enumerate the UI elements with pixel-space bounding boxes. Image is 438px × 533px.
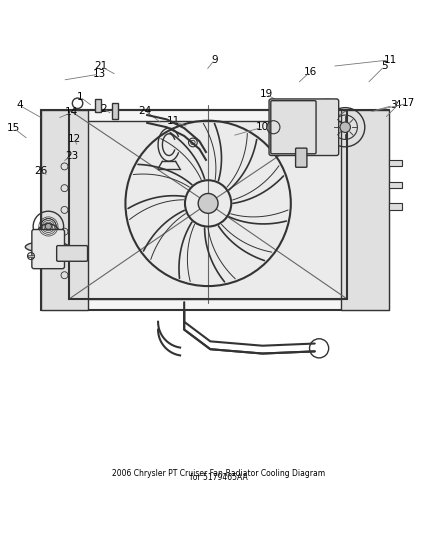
Text: 17: 17 — [402, 98, 415, 108]
Bar — [113, 103, 117, 118]
Text: 11: 11 — [384, 55, 398, 65]
Bar — [323, 99, 330, 112]
Bar — [389, 204, 402, 210]
Circle shape — [46, 223, 51, 230]
Text: 15: 15 — [7, 123, 20, 133]
Circle shape — [340, 122, 350, 133]
FancyBboxPatch shape — [341, 110, 389, 310]
Text: for 5179465AA: for 5179465AA — [190, 473, 248, 482]
Bar — [28, 255, 35, 257]
Text: 12: 12 — [68, 134, 81, 144]
FancyBboxPatch shape — [269, 99, 339, 156]
Text: 2006 Chrysler PT Cruiser Fan-Radiator Cooling Diagram: 2006 Chrysler PT Cruiser Fan-Radiator Co… — [113, 469, 325, 478]
Text: 18: 18 — [325, 115, 339, 124]
FancyBboxPatch shape — [296, 148, 307, 167]
FancyBboxPatch shape — [41, 110, 88, 310]
FancyBboxPatch shape — [32, 230, 64, 269]
Text: 10: 10 — [256, 122, 269, 132]
Text: 13: 13 — [93, 69, 106, 79]
Text: 23: 23 — [65, 150, 78, 160]
Text: 5: 5 — [381, 61, 388, 71]
Bar — [95, 99, 102, 112]
Text: 1: 1 — [76, 92, 83, 102]
Bar — [389, 182, 402, 188]
Text: 19: 19 — [259, 89, 272, 99]
Text: 16: 16 — [304, 67, 317, 77]
FancyBboxPatch shape — [41, 110, 389, 310]
Text: 4: 4 — [16, 100, 23, 110]
Text: 26: 26 — [34, 166, 47, 176]
FancyBboxPatch shape — [51, 120, 378, 299]
Text: 9: 9 — [212, 55, 218, 65]
Text: 11: 11 — [167, 116, 180, 126]
Text: 24: 24 — [138, 106, 152, 116]
Text: 21: 21 — [94, 61, 107, 71]
FancyBboxPatch shape — [57, 246, 88, 261]
Text: 4: 4 — [394, 100, 401, 110]
Text: 3: 3 — [390, 100, 396, 110]
Ellipse shape — [25, 241, 69, 252]
Text: 14: 14 — [65, 108, 78, 117]
Circle shape — [198, 193, 218, 213]
Bar — [389, 160, 402, 166]
Text: 2: 2 — [100, 104, 107, 114]
